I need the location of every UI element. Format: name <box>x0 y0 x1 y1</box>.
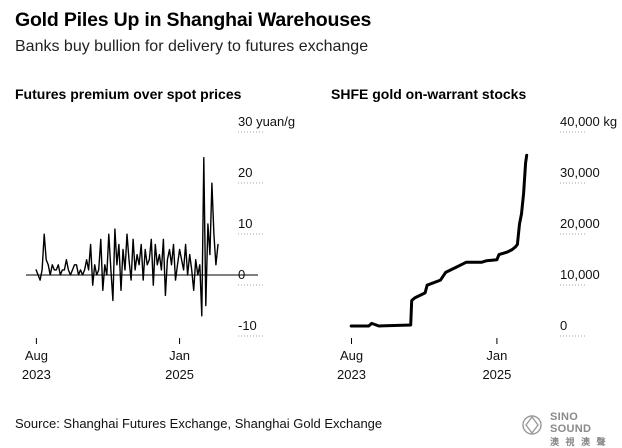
series-line-stocks <box>349 153 529 328</box>
x-tick-label-month: Aug <box>25 348 48 363</box>
x-tick-label-year: 2023 <box>337 367 366 382</box>
chart-title: Gold Piles Up in Shanghai Warehouses <box>15 9 372 31</box>
y-tick-label: 20,000 <box>560 216 600 231</box>
y-tick-label: 20 <box>238 165 252 180</box>
y-tick-label: -10 <box>238 318 257 333</box>
logo-text: SINO SOUND 澳 視 澳 聲 <box>550 411 608 447</box>
y-tick-label: 10 <box>238 216 252 231</box>
series-line-premium <box>35 156 219 317</box>
x-tick-label-month: Jan <box>486 348 507 363</box>
x-tick-label-year: 2025 <box>482 367 511 382</box>
x-tick-label-year: 2025 <box>165 367 194 382</box>
x-tick-label-month: Jan <box>169 348 190 363</box>
source-note: Source: Shanghai Futures Exchange, Shang… <box>15 416 383 431</box>
y-tick-label: 10,000 <box>560 267 600 282</box>
left-panel-title: Futures premium over spot prices <box>15 86 242 102</box>
x-tick-label-month: Aug <box>340 348 363 363</box>
x-tick-label-year: 2023 <box>22 367 51 382</box>
y-tick-label: 40,000 kg <box>560 114 617 129</box>
sino-sound-logo-icon <box>522 415 542 435</box>
chart-subtitle: Banks buy bullion for delivery to future… <box>15 38 369 55</box>
y-tick-label: 30 yuan/g <box>238 114 295 129</box>
y-tick-label: 30,000 <box>560 165 600 180</box>
right-panel-title: SHFE gold on-warrant stocks <box>331 86 527 102</box>
y-tick-label: 0 <box>560 318 567 333</box>
